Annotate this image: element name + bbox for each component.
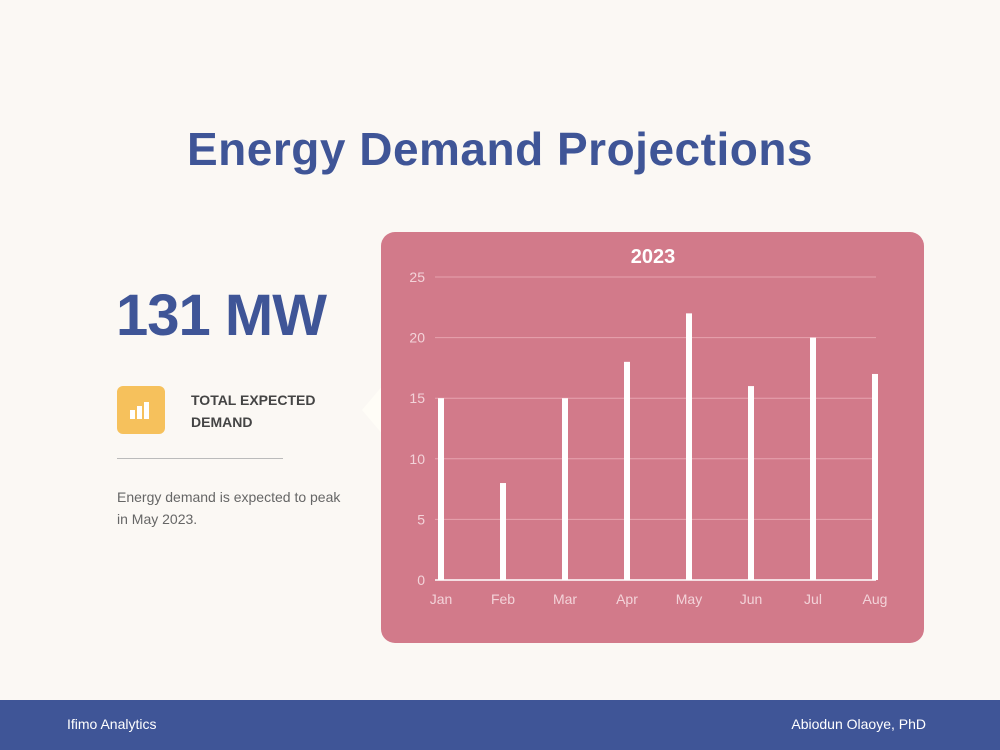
x-tick-label: Mar	[553, 591, 577, 607]
page-title: Energy Demand Projections	[187, 123, 813, 175]
chart-title: 2023	[631, 246, 676, 268]
x-tick-label: Jun	[740, 591, 763, 607]
footer-author: Abiodun Olaoye, PhD	[791, 716, 926, 732]
bar-jan	[438, 398, 444, 580]
y-tick-label: 10	[409, 451, 425, 467]
bar-jun	[748, 386, 754, 580]
bar-aug	[872, 373, 878, 580]
description-text: Energy demand is expected to peak in May…	[117, 489, 341, 527]
bar-chart: 2023 0 5 10 15 20 25 Jan Feb Mar Apr May Jun Jul Aug	[409, 246, 888, 607]
bar-mar	[562, 398, 568, 580]
chart-pointer	[362, 384, 384, 436]
stat-label-line1: TOTAL EXPECTED	[191, 392, 316, 408]
bar-feb	[500, 483, 506, 580]
x-tick-label: Jan	[430, 591, 453, 607]
x-tick-label: Apr	[616, 591, 638, 607]
stat-label: TOTAL EXPECTED DEMAND	[191, 389, 351, 433]
y-tick-label: 15	[409, 390, 425, 406]
x-tick-label: Aug	[863, 591, 888, 607]
footer-company: Ifimo Analytics	[67, 716, 157, 732]
bar-may	[686, 313, 692, 580]
y-tick-label: 20	[409, 330, 425, 346]
total-demand-value: 131 MW	[116, 283, 327, 348]
y-tick-label: 0	[417, 572, 425, 588]
x-tick-label: May	[676, 591, 702, 607]
y-tick-label: 25	[409, 269, 425, 285]
bar-jul	[810, 337, 816, 580]
x-tick-label: Feb	[491, 591, 515, 607]
bar-apr	[624, 361, 630, 580]
chart-panel: 2023 0 5 10 15 20 25 Jan Feb Mar Apr May Jun Jul Aug	[381, 232, 924, 643]
y-tick-label: 5	[417, 511, 425, 527]
bar-chart-icon	[117, 386, 165, 434]
x-tick-label: Jul	[804, 591, 822, 607]
divider	[117, 458, 283, 459]
footer: Ifimo Analytics Abiodun Olaoye, PhD	[0, 700, 1000, 750]
stat-label-line2: DEMAND	[191, 414, 253, 430]
